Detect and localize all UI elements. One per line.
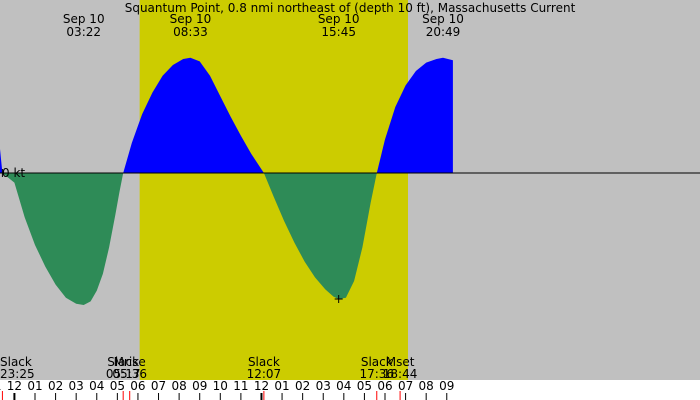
bottom-event-labels: Slack23:25Slack05:17Mrise05:36Slack12:07… — [0, 355, 417, 400]
hour-label-5: 04 — [89, 379, 104, 393]
zero-axis-label: 0 kt — [2, 166, 25, 180]
event-name-1: Slack — [107, 355, 139, 369]
top-label-time-2: 15:45 — [321, 25, 356, 39]
hour-label-2: 01 — [27, 379, 42, 393]
event-time-3: 12:07 — [247, 367, 282, 381]
marker-1 — [334, 295, 343, 303]
event-name-4: Slack — [361, 355, 393, 369]
event-name-2: Mrise — [114, 355, 146, 369]
top-label-date-0: Sep 10 — [63, 12, 105, 26]
hour-label-18: 05 — [357, 379, 372, 393]
hour-label-11: 10 — [213, 379, 228, 393]
top-label-date-1: Sep 10 — [170, 12, 212, 26]
marker-0 — [0, 169, 7, 177]
hour-label-4: 03 — [69, 379, 84, 393]
current-area-layer — [0, 57, 700, 305]
event-time-5: 18:44 — [383, 367, 418, 381]
hour-label-13: 12 — [254, 379, 269, 393]
hour-label-0: 11 — [0, 379, 1, 393]
event-time-0: 23:25 — [0, 367, 35, 381]
chart-title: Squantum Point, 0.8 nmi northeast of (de… — [125, 1, 576, 15]
hour-label-9: 08 — [171, 379, 186, 393]
ebb-area-1 — [2, 173, 124, 305]
hour-label-15: 02 — [295, 379, 310, 393]
hour-label-10: 09 — [192, 379, 207, 393]
top-label-date-2: Sep 10 — [318, 12, 360, 26]
event-name-0: Slack — [0, 355, 32, 369]
top-label-date-3: Sep 10 — [422, 12, 464, 26]
hour-label-7: 06 — [130, 379, 145, 393]
event-time-4: 17:36 — [359, 367, 394, 381]
hour-label-22: 09 — [439, 379, 454, 393]
hour-axis: 11 12 01 02 03 04 05 06 07 08 09 10 11 12 01 02 03 04 05 06… — [0, 379, 454, 400]
hour-label-6: 05 — [110, 379, 125, 393]
event-name-3: Slack — [248, 355, 280, 369]
top-label-time-0: 03:22 — [66, 25, 101, 39]
ebb-area-3 — [263, 173, 377, 299]
flood-area-0 — [0, 149, 3, 173]
event-time-1: 05:17 — [106, 367, 141, 381]
hour-label-14: 01 — [274, 379, 289, 393]
top-label-time-1: 08:33 — [173, 25, 208, 39]
hour-label-19: 06 — [377, 379, 392, 393]
hour-label-21: 08 — [419, 379, 434, 393]
hour-label-3: 02 — [48, 379, 63, 393]
hour-label-1: 12 — [7, 379, 22, 393]
hour-label-16: 03 — [316, 379, 331, 393]
flood-area-4 — [376, 57, 453, 173]
top-label-time-3: 20:49 — [426, 25, 461, 39]
hour-label-20: 07 — [398, 379, 413, 393]
label-layer: Squantum Point, 0.8 nmi northeast of (de… — [2, 1, 576, 180]
event-time-2: 05:36 — [112, 367, 147, 381]
hour-label-8: 07 — [151, 379, 166, 393]
hour-label-17: 04 — [336, 379, 351, 393]
marker-layer — [0, 169, 343, 303]
axis-strip — [0, 380, 700, 400]
hour-label-12: 11 — [233, 379, 248, 393]
flood-area-2 — [123, 57, 264, 173]
event-name-5: Mset — [386, 355, 415, 369]
